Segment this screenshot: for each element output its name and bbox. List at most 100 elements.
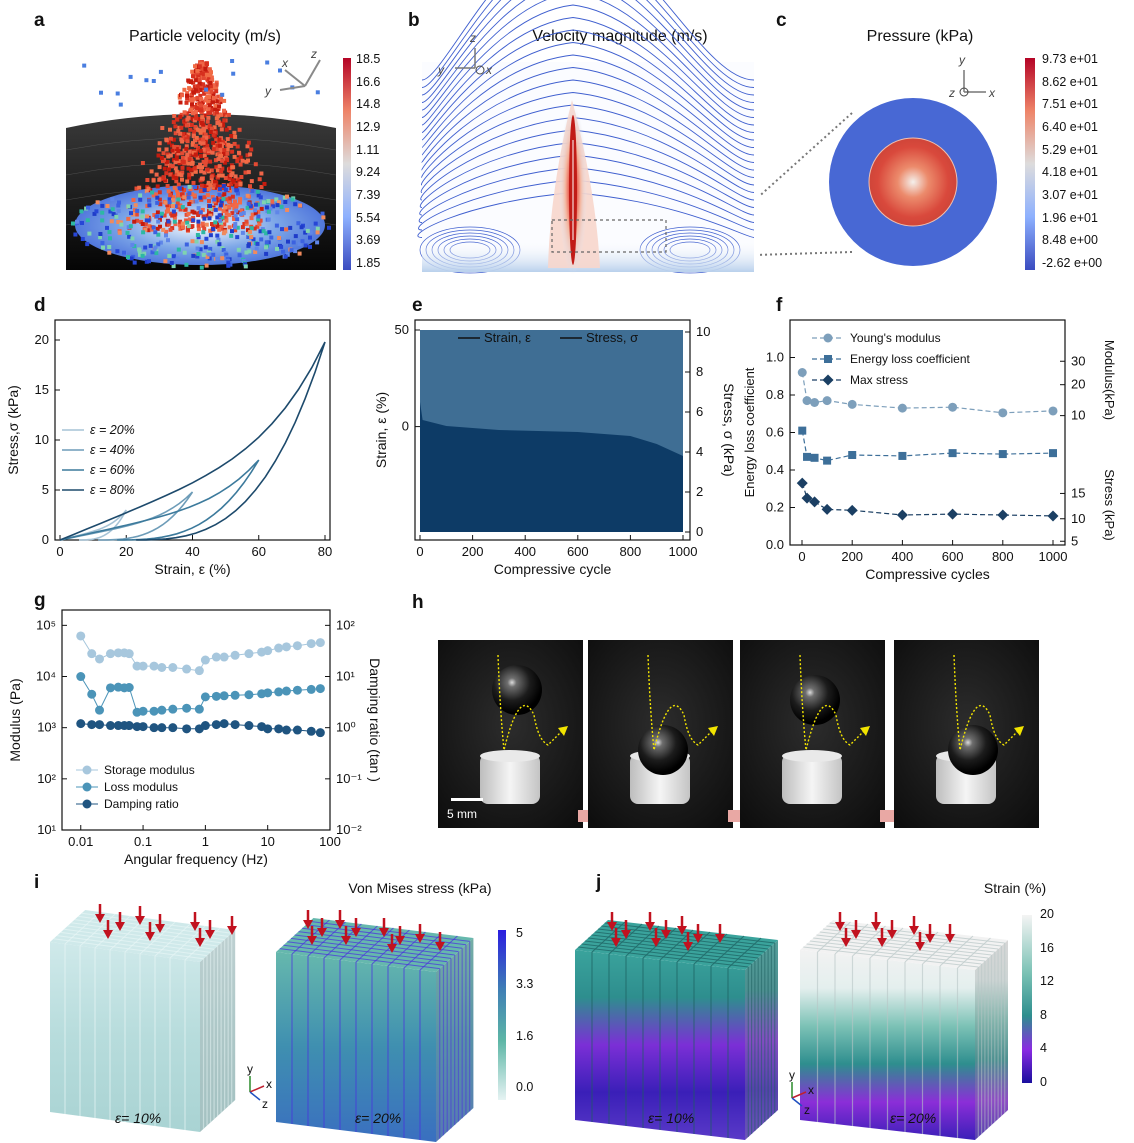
legend-label-g: Loss modulus [104, 780, 178, 794]
x-tick-e: 800 [620, 544, 642, 559]
y-label-right-e: Stress, σ (kPa) [721, 383, 737, 476]
point-f [947, 509, 958, 520]
y-tick-left-f: 0.4 [766, 462, 784, 477]
x-tick-f: 200 [841, 549, 863, 564]
ball [790, 675, 840, 725]
point-f [999, 450, 1007, 458]
point-f [1049, 406, 1058, 415]
point-g [76, 631, 85, 640]
colorbar-a-tick: 16.6 [356, 75, 380, 89]
x-tick-f: 800 [992, 549, 1014, 564]
point-g [244, 690, 253, 699]
colorbar-j-tick: 20 [1040, 907, 1054, 921]
legend-label-d: ε = 80% [90, 483, 135, 497]
axis-x-a: x [281, 56, 289, 70]
point-g [106, 683, 115, 692]
x-tick-g: 10 [260, 834, 274, 849]
colorbar-a [343, 58, 351, 270]
point-g [220, 719, 229, 728]
chart-f: 0 200 400 600 800 1000 0.0 0.2 0.4 0.6 0.8 1.0 10 20 3… [740, 300, 1132, 595]
panel-a: a Particle velocity (m/s) x z y [0, 0, 400, 280]
point-f [822, 504, 833, 515]
y-tick-left-g: 10³ [37, 720, 56, 735]
colorbar-j [1022, 915, 1032, 1083]
axis-z-b: z [469, 31, 476, 45]
point-g [125, 721, 134, 730]
frame-2 [588, 640, 733, 828]
colorbar-i-tick: 5 [516, 926, 523, 940]
point-g [195, 666, 204, 675]
colorbar-a-tick: 7.39 [356, 188, 380, 202]
point-g [157, 723, 166, 732]
chart-e: 0 200 400 600 800 1000 0 50 0 2 4 6 8 10 Compressive c… [360, 300, 740, 595]
point-g [263, 646, 272, 655]
y-tick-d: 20 [35, 332, 49, 347]
x-tick-d: 80 [318, 544, 332, 559]
colorbar-c-tick: 1.96 e+01 [1042, 211, 1098, 225]
y-tick-right-f: 10 [1071, 511, 1085, 526]
series-line-f [802, 483, 1053, 516]
colorbar-i-tick: 0.0 [516, 1080, 533, 1094]
panel-b: b Velocity magnitude (m/s) z y x [400, 0, 760, 280]
point-g [282, 726, 291, 735]
x-tick-g: 0.01 [68, 834, 93, 849]
x-tick-e: 400 [514, 544, 536, 559]
point-f [811, 454, 819, 462]
y-tick-left-g: 10⁴ [36, 669, 56, 684]
point-g [201, 721, 210, 730]
point-g [106, 721, 115, 730]
svg-text:z: z [262, 1097, 268, 1111]
point-g [220, 653, 229, 662]
point-g [168, 723, 177, 732]
legend-label-e: Strain, ε [484, 330, 531, 345]
x-label-g: Angular frequency (Hz) [124, 851, 268, 867]
point-g [150, 662, 159, 671]
point-f [948, 403, 957, 412]
y-tick-right-e: 0 [696, 524, 703, 539]
y-tick-right-e: 2 [696, 484, 703, 499]
point-g [263, 688, 272, 697]
svg-text:x: x [266, 1077, 272, 1091]
point-g [106, 649, 115, 658]
colorbar-a-tick: 14.8 [356, 97, 380, 111]
legend-label-g: Storage modulus [104, 763, 195, 777]
y-tick-d: 5 [42, 482, 49, 497]
y-tick-left-e: 0 [402, 419, 409, 434]
panel-c: c Pressure (kPa) y z x 9.73 e+01 8.62 e+0… [760, 0, 1134, 280]
point-f [998, 408, 1007, 417]
y-tick-right-g: 10¹ [336, 669, 355, 684]
axis-x-b: x [485, 63, 493, 77]
x-tick-f: 400 [892, 549, 914, 564]
point-g [201, 692, 210, 701]
y-tick-left-g: 10² [37, 771, 56, 786]
point-g [307, 727, 316, 736]
point-g [157, 706, 166, 715]
point-f [898, 452, 906, 460]
y-label-right-top-f: Modulus(kPa) [1102, 340, 1117, 420]
point-f [848, 400, 857, 409]
caption-j-10: ε= 10% [648, 1110, 694, 1126]
x-label-f: Compressive cycles [865, 566, 989, 582]
point-g [125, 683, 134, 692]
x-tick-g: 0.1 [134, 834, 152, 849]
point-g [274, 644, 283, 653]
point-g [168, 705, 177, 714]
point-g [125, 649, 134, 658]
y-label-left-f: Energy loss coefficient [742, 367, 757, 497]
point-f [949, 449, 957, 457]
svg-text:y: y [789, 1068, 795, 1082]
lattice-i-10 [50, 904, 237, 1132]
colorbar-c-tick: 8.48 e+00 [1042, 233, 1098, 247]
y-tick-right-e: 8 [696, 364, 703, 379]
particle-velocity-image: x z y [0, 0, 400, 280]
y-tick-right-f: 5 [1071, 533, 1078, 548]
point-g [157, 663, 166, 672]
point-g [150, 723, 159, 732]
legend-label-d: ε = 20% [90, 423, 135, 437]
point-f [823, 375, 834, 386]
colorbar-a-tick: 1.11 [356, 143, 379, 157]
y-tick-d: 15 [35, 382, 49, 397]
point-f [897, 510, 908, 521]
